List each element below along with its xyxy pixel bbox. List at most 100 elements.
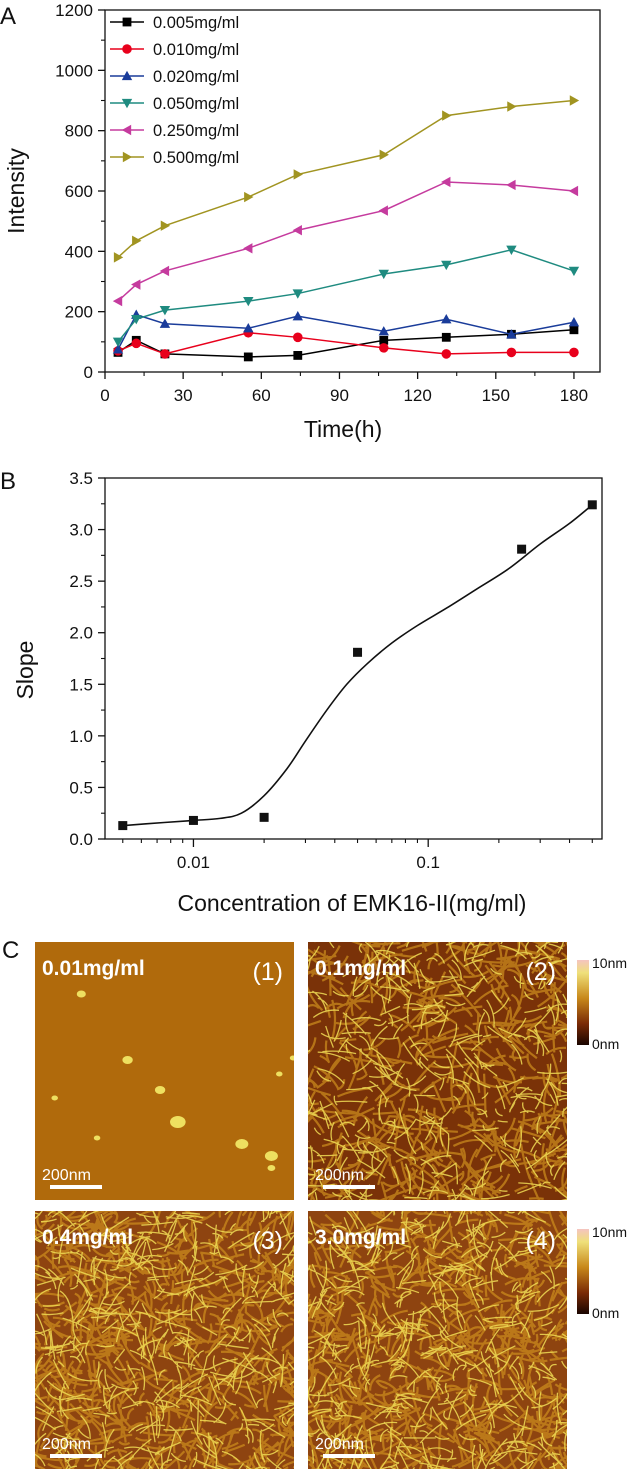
afm-texture bbox=[35, 1211, 294, 1469]
data-point bbox=[378, 205, 388, 216]
y-tick-label: 0 bbox=[84, 363, 93, 382]
data-point bbox=[118, 821, 128, 831]
scale-bar-label: 200nm bbox=[42, 1436, 91, 1453]
afm-image-number: (2) bbox=[525, 958, 556, 986]
data-point bbox=[131, 279, 141, 290]
data-point bbox=[243, 323, 254, 333]
panel-b-plot bbox=[118, 500, 597, 831]
afm-image-number: (3) bbox=[252, 1227, 283, 1255]
series-line-0.010mg/ml bbox=[117, 332, 574, 355]
data-point bbox=[568, 317, 580, 327]
y-tick-label: 0.0 bbox=[69, 830, 93, 849]
x-tick-label: 30 bbox=[174, 386, 193, 405]
x-tick-label: 180 bbox=[560, 386, 588, 405]
data-point bbox=[293, 169, 303, 180]
colorbar-gradient bbox=[577, 960, 589, 1045]
afm-images: 0.01mg/ml (1) 200nm 0.1mg/ml (2) 200nm 0.4mg/m… bbox=[35, 942, 567, 1469]
colorbar-bottom-label: 0nm bbox=[592, 1036, 619, 1052]
y-tick-label: 1.0 bbox=[69, 727, 93, 746]
panel-a-ylabel: Intensity bbox=[3, 148, 29, 234]
colorbar-top-label: 10nm bbox=[592, 955, 627, 971]
afm-particle bbox=[154, 1086, 166, 1094]
panel-a-frame bbox=[104, 9, 601, 373]
data-point bbox=[569, 325, 579, 335]
data-point bbox=[160, 349, 170, 359]
data-point bbox=[132, 235, 142, 246]
afm-concentration-label: 0.01mg/ml bbox=[42, 957, 145, 980]
scale-bar-label: 200nm bbox=[315, 1167, 364, 1184]
data-point bbox=[243, 352, 253, 362]
data-point bbox=[113, 252, 124, 263]
scale-bar bbox=[323, 1454, 375, 1458]
data-point bbox=[293, 351, 303, 360]
data-point bbox=[569, 95, 580, 106]
afm-particle bbox=[170, 1116, 186, 1128]
panel-a-y-ticks: 0 200 400 600 800 1000 1200 bbox=[55, 1, 105, 382]
panel-b: B 0.01 0.1 0.0 0.5 1.0 1.5 2.0 2.5 3.0 3.5 Conce… bbox=[0, 468, 603, 916]
colorbar-2: 10nm 0nm bbox=[577, 1224, 627, 1321]
scale-bar bbox=[50, 1454, 102, 1458]
data-point bbox=[441, 332, 451, 342]
y-tick-label: 1.5 bbox=[69, 675, 93, 694]
colorbar-gradient bbox=[577, 1229, 589, 1314]
legend-label: 0.500mg/ml bbox=[153, 149, 239, 167]
panel-a-x-ticks: 0 30 60 90 120 150 180 bbox=[100, 372, 588, 405]
legend-marker bbox=[121, 124, 132, 136]
legend-marker bbox=[122, 44, 132, 54]
data-point bbox=[441, 176, 451, 188]
y-tick-label: 1000 bbox=[55, 61, 93, 80]
data-point bbox=[442, 110, 452, 121]
afm-concentration-label: 0.1mg/ml bbox=[315, 957, 406, 980]
panel-c-letter: C bbox=[2, 937, 19, 964]
afm-particle bbox=[76, 990, 86, 998]
data-point bbox=[506, 347, 517, 358]
scale-bar bbox=[323, 1185, 375, 1189]
panel-b-y-ticks: 0.0 0.5 1.0 1.5 2.0 2.5 3.0 3.5 bbox=[69, 469, 105, 849]
scale-bar-label: 200nm bbox=[42, 1167, 91, 1184]
afm-particle bbox=[267, 1165, 276, 1171]
afm-texture bbox=[308, 942, 567, 1200]
x-tick-label: 60 bbox=[252, 386, 271, 405]
x-tick-label: 0.01 bbox=[177, 853, 210, 872]
afm-particle bbox=[276, 1071, 283, 1077]
y-tick-label: 2.0 bbox=[69, 624, 93, 643]
y-tick-label: 0.5 bbox=[69, 778, 93, 797]
colorbar-top-label: 10nm bbox=[592, 1224, 627, 1240]
legend-marker bbox=[121, 70, 133, 81]
panel-a-xlabel: Time(h) bbox=[304, 416, 382, 442]
afm-concentration-label: 3.0mg/ml bbox=[315, 1226, 406, 1249]
panel-a-legend: 0.005mg/ml 0.010mg/ml 0.020mg/ml 0.050mg/ml… bbox=[110, 14, 239, 167]
x-tick-label: 0.1 bbox=[416, 853, 440, 872]
x-tick-label: 150 bbox=[482, 386, 510, 405]
afm-concentration-label: 0.4mg/ml bbox=[42, 1226, 133, 1249]
legend-marker bbox=[122, 151, 133, 163]
colorbar-bottom-label: 0nm bbox=[592, 1305, 619, 1321]
afm-fibers-front bbox=[35, 1211, 294, 1469]
data-point bbox=[112, 344, 124, 354]
data-point bbox=[159, 305, 171, 316]
y-tick-label: 3.5 bbox=[69, 469, 93, 488]
y-tick-label: 400 bbox=[65, 242, 93, 261]
afm-image-4: 3.0mg/ml (4) 200nm bbox=[308, 1211, 567, 1469]
scale-bar-label: 200nm bbox=[315, 1436, 364, 1453]
y-tick-label: 2.5 bbox=[69, 572, 93, 591]
data-point bbox=[159, 265, 170, 277]
y-tick-label: 200 bbox=[65, 303, 93, 322]
y-tick-label: 1200 bbox=[55, 1, 93, 20]
colorbars: 10nm 0nm 10nm 0nm bbox=[577, 955, 627, 1321]
y-tick-label: 600 bbox=[65, 182, 93, 201]
data-point bbox=[569, 347, 579, 358]
data-point bbox=[378, 269, 389, 280]
afm-image-number: (4) bbox=[525, 1227, 556, 1255]
afm-texture bbox=[35, 942, 294, 1200]
panel-a-series bbox=[112, 95, 580, 362]
data-point bbox=[379, 149, 389, 160]
data-point bbox=[378, 343, 389, 353]
panel-b-xlabel: Concentration of EMK16-II(mg/ml) bbox=[178, 890, 527, 916]
afm-image-number: (1) bbox=[252, 958, 283, 986]
legend-label: 0.050mg/ml bbox=[153, 95, 239, 113]
series-line-0.050mg/ml bbox=[117, 249, 575, 343]
afm-image-2: 0.1mg/ml (2) 200nm bbox=[308, 942, 567, 1200]
afm-fibers-front bbox=[308, 942, 567, 1200]
data-point bbox=[506, 245, 517, 256]
